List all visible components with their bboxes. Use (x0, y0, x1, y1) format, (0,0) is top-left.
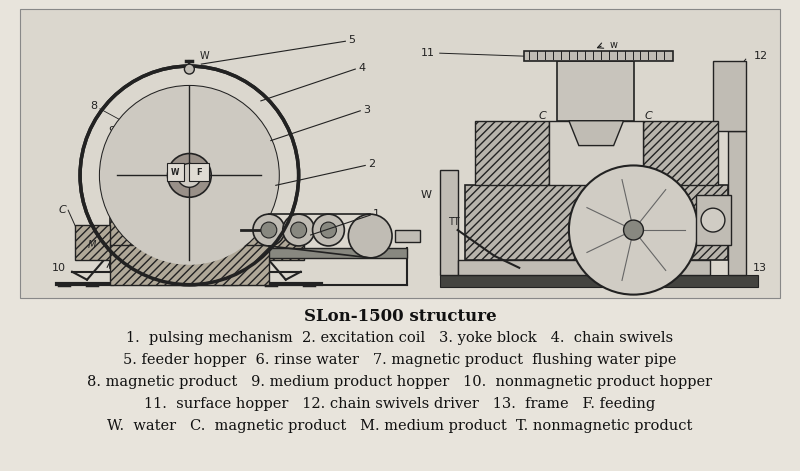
Text: 12: 12 (754, 51, 768, 61)
Polygon shape (569, 121, 623, 146)
Text: 2: 2 (368, 160, 375, 170)
Circle shape (569, 165, 698, 295)
Bar (75, 225, 110, 260)
Bar (458, 260, 710, 275)
Circle shape (167, 154, 211, 197)
Text: W.  water   C.  magnetic product   M. medium product  T. nonmagnetic product: W. water C. magnetic product M. medium p… (107, 419, 693, 433)
Bar (110, 218, 269, 268)
Text: 5. feeder hopper  6. rinse water   7. magnetic product  flushing water pipe: 5. feeder hopper 6. rinse water 7. magne… (123, 353, 677, 367)
Text: 4: 4 (358, 63, 366, 73)
Circle shape (623, 220, 643, 240)
Circle shape (282, 214, 314, 246)
Text: 8. magnetic product   9. medium product hopper   10.  nonmagnetic product hopper: 8. magnetic product 9. medium product ho… (87, 375, 713, 389)
Text: SLon-1500 structure: SLon-1500 structure (304, 308, 496, 325)
Circle shape (348, 214, 392, 258)
Bar (474, 121, 549, 185)
Text: TT: TT (448, 217, 459, 227)
Bar (440, 171, 458, 275)
Bar (440, 275, 758, 287)
Text: 9: 9 (108, 126, 115, 136)
Bar (643, 121, 718, 185)
Circle shape (290, 222, 306, 238)
Bar (21, 9, 779, 298)
Bar (524, 51, 674, 61)
Text: W: W (171, 168, 180, 177)
Bar (190, 163, 210, 181)
Text: F: F (197, 168, 202, 177)
Bar (557, 61, 634, 121)
Text: T: T (114, 265, 120, 275)
Text: 8: 8 (90, 101, 98, 111)
Bar (110, 245, 269, 284)
Circle shape (253, 214, 285, 246)
Circle shape (100, 86, 278, 265)
Bar (269, 225, 304, 260)
Bar (713, 61, 746, 130)
Text: 3: 3 (363, 105, 370, 115)
Text: W: W (199, 51, 209, 61)
Circle shape (321, 222, 337, 238)
Text: 13: 13 (753, 263, 766, 273)
Circle shape (178, 163, 202, 187)
Text: W: W (421, 190, 432, 200)
Bar (549, 121, 643, 185)
Text: 1: 1 (373, 209, 380, 219)
Text: 11: 11 (421, 48, 434, 58)
Text: C: C (58, 205, 66, 215)
Text: 5: 5 (348, 35, 355, 45)
Bar (166, 163, 184, 181)
Text: w: w (610, 40, 618, 50)
Bar (223, 248, 407, 258)
Text: C: C (645, 111, 652, 121)
Bar (465, 185, 728, 260)
Bar (395, 230, 420, 242)
Text: 11.  surface hopper   12. chain swivels driver   13.  frame   F. feeding: 11. surface hopper 12. chain swivels dri… (144, 397, 656, 411)
Text: 10: 10 (52, 263, 66, 273)
Text: C: C (538, 111, 546, 121)
Text: M: M (88, 240, 96, 250)
Bar (696, 195, 731, 245)
Circle shape (100, 86, 278, 265)
Circle shape (184, 64, 194, 74)
Circle shape (701, 208, 725, 232)
Bar (728, 130, 746, 275)
Circle shape (313, 214, 344, 246)
Text: 1.  pulsing mechanism  2. excitation coil   3. yoke block   4.  chain swivels: 1. pulsing mechanism 2. excitation coil … (126, 332, 674, 345)
Circle shape (261, 222, 277, 238)
